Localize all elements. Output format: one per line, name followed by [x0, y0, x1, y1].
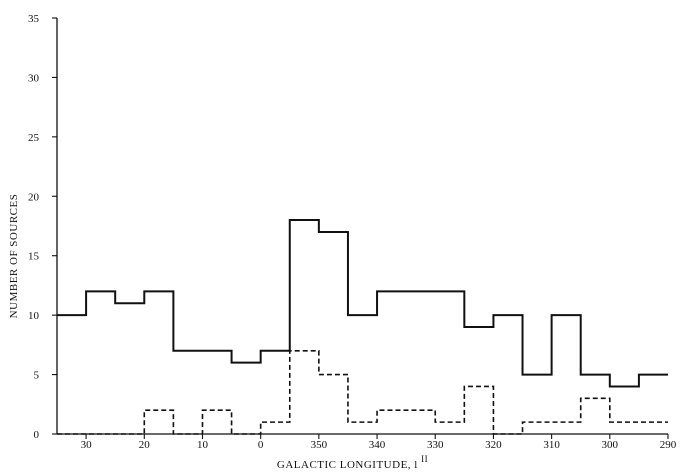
x-tick-label: 10 — [197, 439, 209, 451]
x-axis-title-superscript: II — [421, 454, 428, 464]
y-tick-label: 0 — [34, 429, 40, 441]
x-ticks: 30 20 10 0 350 340 330 320 310 300 290 — [81, 434, 677, 451]
x-tick-label: 330 — [427, 439, 444, 451]
x-tick-label: 0 — [258, 439, 264, 451]
solid-histogram-series — [57, 219, 668, 388]
x-tick-label: 310 — [543, 439, 560, 451]
y-tick-label: 35 — [28, 13, 40, 25]
y-tick-label: 5 — [34, 370, 40, 382]
y-tick-label: 20 — [28, 191, 40, 203]
series-layer — [57, 219, 668, 435]
y-ticks: 0 5 10 15 20 25 30 35 — [28, 13, 57, 441]
x-axis-title: GALACTIC LONGITUDE, l II — [277, 454, 428, 471]
y-tick-label: 25 — [28, 132, 40, 144]
x-axis-title-main: GALACTIC LONGITUDE, l — [277, 459, 418, 471]
x-tick-label: 290 — [660, 439, 677, 451]
dashed-histogram-series — [57, 350, 668, 435]
x-tick-label: 350 — [311, 439, 328, 451]
axes — [56, 18, 668, 435]
y-tick-label: 15 — [28, 251, 40, 263]
y-axis-title: NUMBER OF SOURCES — [8, 194, 20, 319]
y-tick-label: 30 — [28, 72, 40, 84]
x-tick-label: 30 — [81, 439, 93, 451]
x-tick-label: 20 — [139, 439, 151, 451]
x-tick-label: 340 — [369, 439, 386, 451]
x-tick-label: 300 — [602, 439, 619, 451]
x-tick-label: 320 — [485, 439, 502, 451]
y-tick-label: 10 — [28, 310, 40, 322]
